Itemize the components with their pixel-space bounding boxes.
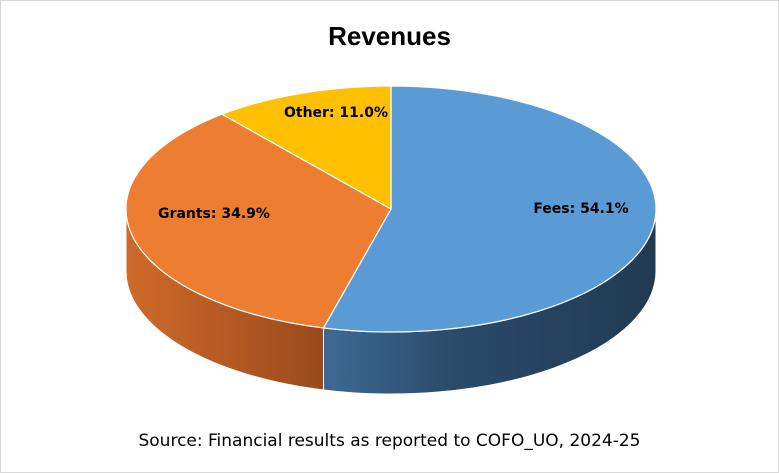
chart-title: Revenues [328, 21, 451, 51]
pie-slice-other[interactable] [220, 85, 392, 211]
data-label-fees: Fees: 54.1% [533, 201, 628, 217]
pie-slice-fees[interactable] [322, 85, 657, 333]
chart-source-note: Source: Financial results as reported to… [138, 431, 641, 451]
data-label-other: Other: 11.0% [284, 105, 388, 121]
pie-slice-grants[interactable] [125, 113, 392, 329]
data-label-grants: Grants: 34.9% [158, 206, 270, 222]
